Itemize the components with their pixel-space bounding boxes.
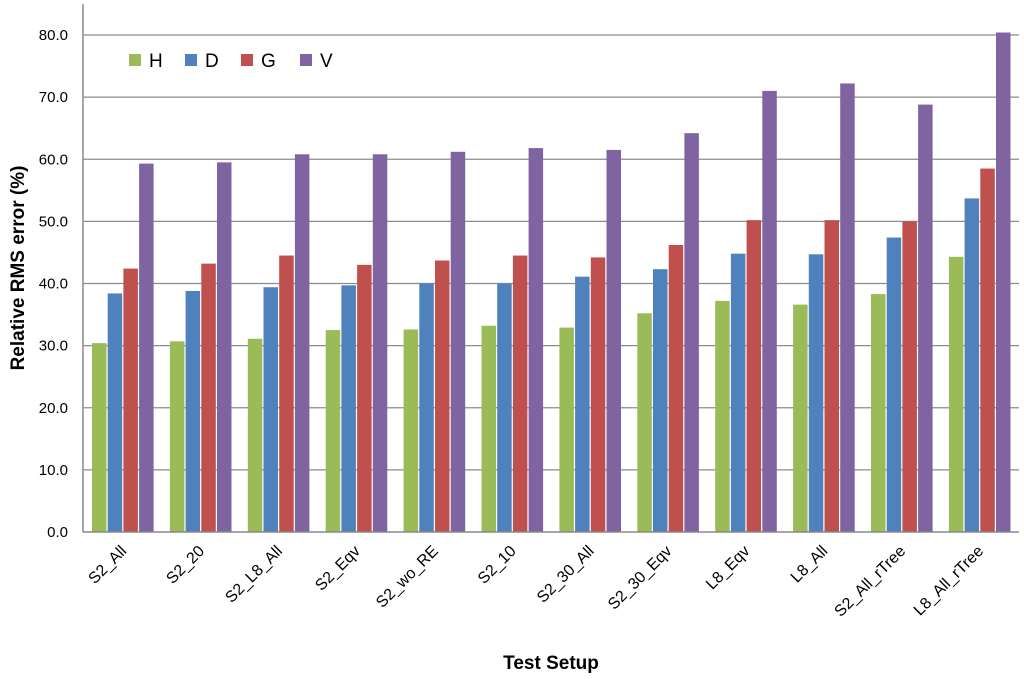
bar-d-s2-20 — [185, 290, 201, 532]
bar-d-l8-all — [808, 254, 824, 532]
bar-h-s2-eqv — [325, 330, 341, 532]
x-tick-label: S2_wo_RE — [373, 543, 442, 612]
bar-g-l8-all-rtree — [980, 168, 995, 532]
bar-v-s2-all — [139, 163, 154, 532]
y-tick-label: 70.0 — [39, 89, 68, 106]
legend-swatch-v — [300, 54, 312, 66]
x-tick-label: S2_30_Eqv — [605, 543, 676, 614]
legend-label-h: H — [149, 51, 163, 72]
bar-d-s2-30-eqv — [653, 269, 668, 532]
y-tick-label: 50.0 — [39, 213, 68, 230]
bar-v-s2-eqv — [372, 154, 388, 532]
bar-d-s2-wo-re — [419, 283, 434, 532]
x-tick-label: S2_30_All — [534, 543, 598, 607]
y-tick-label: 10.0 — [39, 462, 68, 479]
y-tick-label: 20.0 — [39, 400, 68, 417]
bar-h-l8-all-rtree — [948, 256, 964, 532]
y-tick-labels: 0.0 10.0 20.0 30.0 40.0 50.0 60.0 70.0 80.0 — [39, 27, 68, 541]
bar-g-s2-10 — [512, 255, 528, 532]
x-tick-label: L8_All_rTree — [911, 543, 987, 619]
bar-d-s2-l8-all — [263, 287, 278, 532]
bar-h-l8-eqv — [715, 300, 730, 532]
bar-g-s2-all — [123, 268, 138, 532]
y-tick-label: 60.0 — [39, 151, 68, 168]
x-tick-label: S2_All_rTree — [832, 543, 910, 621]
bar-h-l8-all — [793, 304, 808, 532]
bar-v-l8-all — [840, 83, 855, 533]
bar-g-s2-l8-all — [279, 255, 294, 532]
bar-g-s2-eqv — [357, 264, 372, 532]
bar-v-s2-30-all — [606, 149, 621, 532]
legend-label-v: V — [320, 51, 333, 72]
bar-d-s2-eqv — [341, 285, 356, 532]
legend-swatch-h — [129, 54, 141, 66]
bar-d-s2-all-rtree — [886, 237, 902, 532]
bar-d-l8-all-rtree — [964, 198, 980, 533]
y-tick-label: 0.0 — [47, 524, 68, 541]
bar-h-s2-10 — [481, 325, 496, 532]
bar-v-s2-all-rtree — [918, 104, 933, 532]
y-tick-label: 40.0 — [39, 276, 68, 293]
axes — [82, 4, 1019, 533]
x-tick-labels: S2_All S2_20 S2_L8_All S2_Eqv S2_wo_RE S2_10 S… — [86, 543, 988, 621]
bar-g-s2-30-eqv — [668, 244, 684, 533]
x-tick-label: S2_20 — [163, 543, 208, 588]
y-tick-label: 80.0 — [39, 27, 68, 44]
bar-h-s2-30-all — [559, 327, 574, 532]
y-axis-title: Relative RMS error (%) — [8, 166, 29, 371]
bar-g-s2-30-all — [590, 257, 606, 532]
bar-h-s2-l8-all — [247, 338, 263, 532]
x-axis-title: Test Setup — [503, 653, 599, 674]
x-tick-label: S2_10 — [475, 543, 520, 588]
bar-h-s2-wo-re — [403, 329, 419, 532]
bar-d-l8-eqv — [730, 253, 746, 532]
y-tick-label: 30.0 — [39, 338, 68, 355]
x-tick-label: L8_Eqv — [703, 543, 753, 593]
x-tick-label: S2_All — [86, 543, 131, 588]
bar-v-l8-all-rtree — [996, 32, 1011, 532]
bar-g-s2-wo-re — [435, 260, 450, 532]
x-tick-label: L8_All — [788, 543, 831, 586]
bar-h-s2-all-rtree — [871, 294, 886, 532]
gridlines — [83, 34, 1019, 471]
bar-v-s2-l8-all — [294, 154, 310, 532]
bar-v-s2-wo-re — [450, 151, 466, 533]
bar-d-s2-30-all — [575, 276, 590, 532]
legend-swatch-g — [241, 54, 253, 66]
bars — [92, 32, 1011, 533]
x-tick-label: S2_L8_All — [222, 543, 286, 607]
legend-swatch-d — [185, 54, 197, 66]
bar-g-l8-eqv — [746, 220, 762, 532]
bar-v-s2-10 — [528, 148, 544, 532]
bar-h-s2-all — [92, 343, 107, 532]
bar-v-s2-30-eqv — [684, 133, 699, 532]
bar-g-s2-all-rtree — [902, 221, 917, 532]
legend-label-d: D — [205, 51, 219, 72]
bar-v-l8-eqv — [762, 90, 777, 532]
legend-label-g: G — [261, 51, 276, 72]
bar-h-s2-20 — [169, 341, 185, 532]
bar-d-s2-10 — [497, 283, 512, 532]
bar-g-l8-all — [824, 220, 839, 532]
bar-d-s2-all — [107, 293, 123, 532]
bar-g-s2-20 — [201, 263, 216, 532]
x-tick-label: S2_Eqv — [312, 543, 364, 595]
bar-v-s2-20 — [217, 162, 232, 532]
bar-h-s2-30-eqv — [637, 313, 652, 532]
